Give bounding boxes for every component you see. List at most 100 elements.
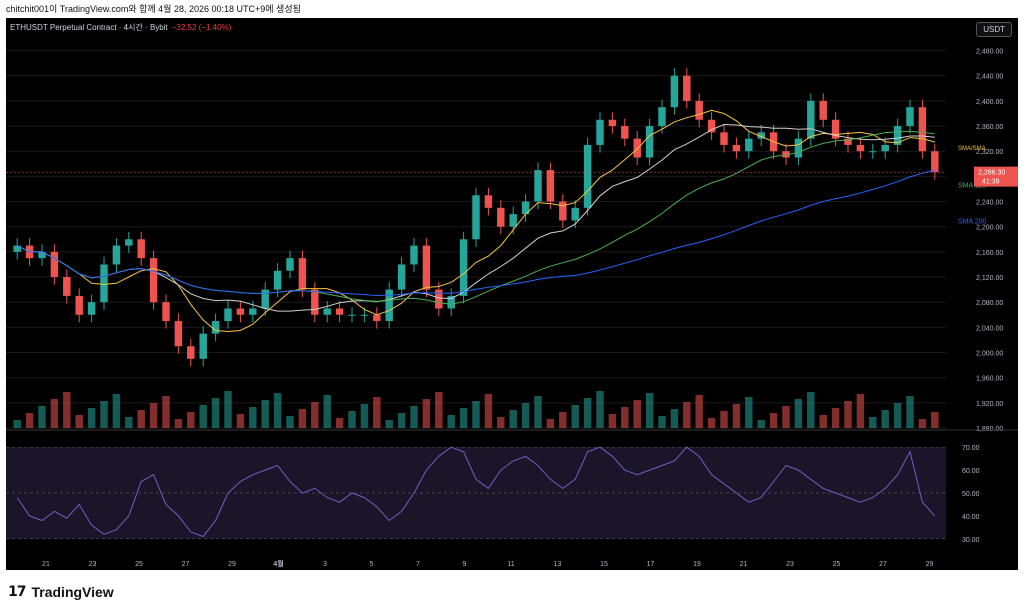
volume-bar	[286, 416, 294, 428]
x-tick-label: 15	[600, 561, 608, 568]
candle-body	[881, 144, 889, 152]
volume-bar	[720, 411, 728, 428]
volume-bar	[149, 403, 158, 428]
volume-bar	[881, 410, 889, 428]
candle-body	[224, 308, 232, 322]
volume-bar	[596, 391, 604, 428]
volume-bar	[397, 413, 406, 428]
candle-body	[459, 239, 468, 296]
candle-body	[385, 289, 393, 322]
x-tick-label: 9	[463, 561, 467, 568]
volume-bar	[745, 397, 753, 428]
price-tick-label: 2,360.00	[976, 124, 1003, 131]
price-tick-label: 1,960.00	[976, 376, 1003, 383]
candle-body	[608, 119, 617, 127]
volume-bar	[484, 394, 493, 428]
volume-bar	[323, 395, 331, 428]
candle-body	[844, 138, 852, 145]
symbol-title: ETHUSDT Perpetual Contract · 4시간 · Bybit…	[10, 22, 231, 33]
candle-body	[571, 207, 579, 221]
volume-bar	[137, 410, 145, 428]
candle-body	[893, 126, 902, 145]
price-tick-label: 2,240.00	[976, 200, 1003, 207]
candle-body	[323, 308, 331, 315]
candle-body	[199, 333, 207, 359]
volume-bar	[621, 407, 629, 428]
volume-bar	[546, 419, 555, 428]
volume-bar	[435, 392, 443, 428]
candle-body	[249, 308, 257, 315]
sma-blue-line	[16, 169, 935, 297]
last-price-value: 2,286.30	[978, 170, 1005, 177]
candle-body	[918, 107, 927, 152]
volume-bar	[869, 417, 877, 428]
candle-body	[162, 302, 170, 322]
volume-bar	[224, 391, 232, 428]
x-tick-label: 23	[786, 561, 794, 568]
volume-bar	[199, 405, 207, 428]
volume-bar	[422, 399, 431, 428]
candle-body	[683, 75, 691, 101]
x-tick-label: 27	[879, 561, 887, 568]
candle-body	[583, 144, 592, 208]
candle-body	[410, 245, 418, 265]
candle-body	[298, 258, 307, 290]
price-tick-label: 1,920.00	[976, 401, 1003, 408]
rsi-line	[16, 446, 936, 538]
candle-body	[757, 132, 765, 139]
candle-body	[559, 201, 567, 221]
candle-body	[720, 132, 728, 145]
x-tick-label: 27	[182, 561, 190, 568]
candle-body	[621, 126, 629, 139]
candle-body	[422, 245, 431, 290]
volume-bar	[298, 409, 307, 428]
volume-bar	[273, 393, 282, 428]
volume-bar	[385, 420, 393, 428]
x-tick-label: 25	[135, 561, 143, 568]
candle-body	[497, 207, 505, 227]
volume-bar	[583, 398, 592, 428]
footer-brand: 17 TradingView	[8, 584, 114, 600]
volume-bar	[447, 415, 455, 428]
sma-white-line	[16, 123, 935, 312]
price-tick-label: 2,120.00	[976, 275, 1003, 282]
volume-bar	[534, 396, 542, 428]
x-tick-label: 19	[693, 561, 701, 568]
volume-bar	[695, 395, 703, 428]
x-tick-label: 5	[370, 561, 374, 568]
last-price-tag	[974, 166, 1018, 187]
price-tick-label: 2,160.00	[976, 250, 1003, 257]
candle-body	[447, 295, 455, 309]
candle-body	[707, 119, 716, 133]
candle-body	[472, 195, 480, 240]
x-tick-label: 3	[323, 561, 327, 568]
currency-button[interactable]: USDT	[976, 22, 1012, 37]
x-tick-label: 13	[554, 561, 562, 568]
x-tick-label: 7	[416, 561, 420, 568]
volume-bar	[683, 402, 691, 428]
sma-120-label: SMA 120	[958, 183, 987, 190]
snapshot-caption: chitchit001이 TradingView.com와 함께 4월 28, …	[6, 4, 301, 14]
x-tick-label: 25	[833, 561, 841, 568]
candle-body	[658, 107, 666, 127]
candle-body	[670, 75, 679, 108]
volume-bar	[25, 413, 34, 428]
sma-200-label: SMA 200	[958, 219, 987, 226]
volume-bar	[249, 407, 257, 428]
candle-body	[633, 138, 641, 158]
candle-body	[112, 245, 121, 265]
volume-bar	[112, 394, 121, 428]
candle-body	[311, 289, 319, 315]
volume-bar	[348, 411, 356, 428]
price-tick-label: 2,320.00	[976, 149, 1003, 156]
candle-body	[335, 308, 344, 315]
rsi-tick-label: 40.00	[962, 514, 980, 521]
volume-bar	[757, 420, 765, 428]
volume-bar	[100, 401, 108, 428]
candle-body	[695, 100, 703, 120]
volume-bar	[360, 404, 369, 428]
price-chart-svg[interactable]: 2,480.00 2,440.00 2,400.00 2,360.00 2,320.00…	[6, 18, 1018, 570]
candle-body	[360, 314, 369, 316]
volume-bar	[13, 420, 21, 428]
rsi-tick-label: 50.00	[962, 491, 980, 498]
